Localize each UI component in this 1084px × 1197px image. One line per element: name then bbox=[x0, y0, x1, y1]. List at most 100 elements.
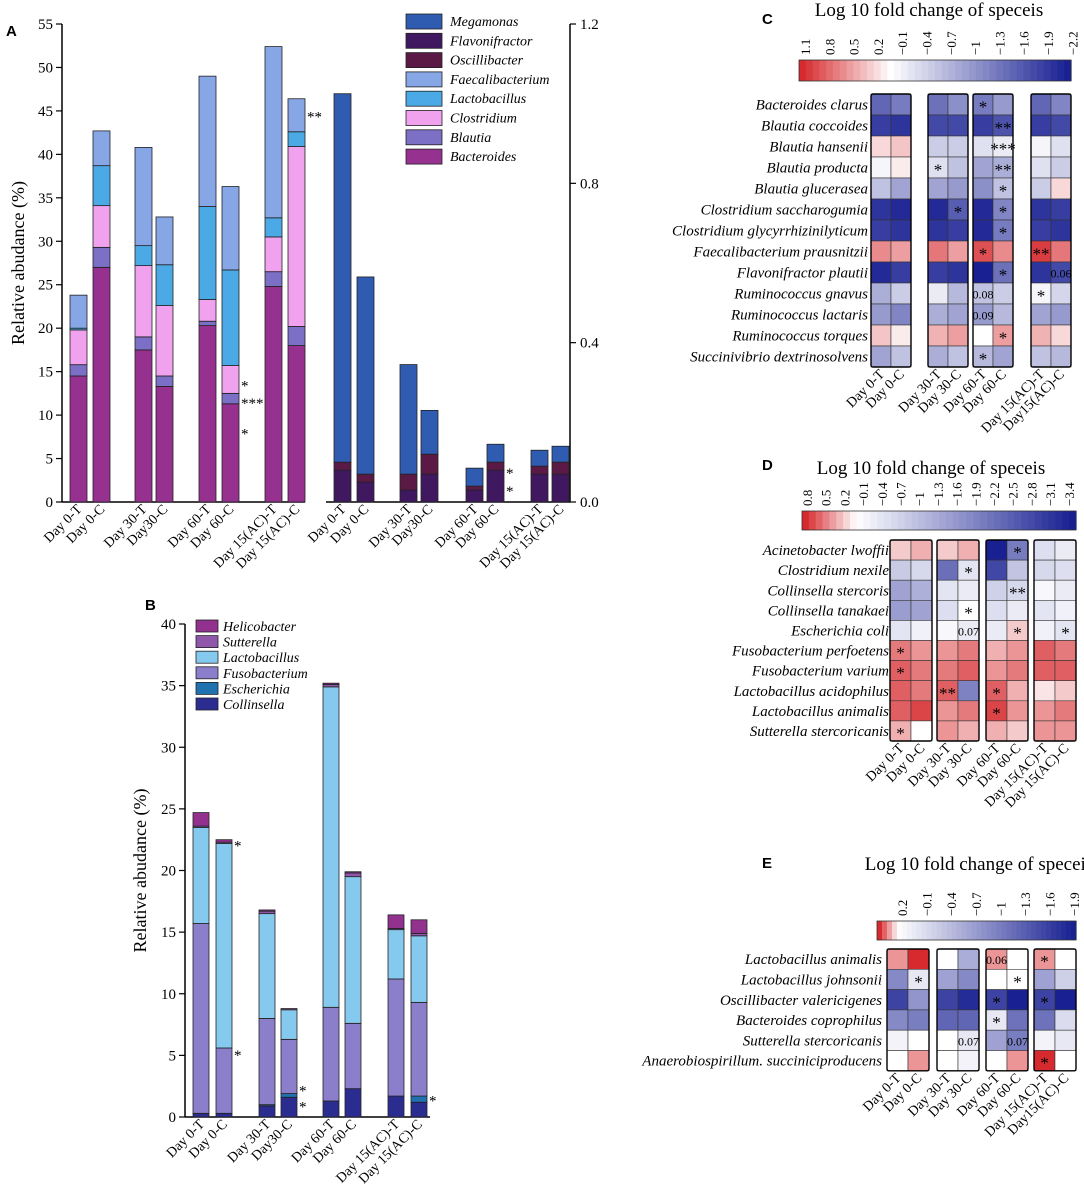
color-scale-segment bbox=[981, 921, 988, 940]
color-scale-segment bbox=[836, 511, 844, 530]
color-scale-segment bbox=[843, 511, 851, 530]
heatmap-cell bbox=[1054, 989, 1077, 1011]
heatmap-cell bbox=[957, 700, 980, 722]
bar-segment-collinsella bbox=[322, 1100, 340, 1118]
significance-marker: * bbox=[299, 1084, 307, 1100]
row-label: Ruminococcus gnavus bbox=[733, 287, 868, 303]
legend-label-collinsella: Collinsella bbox=[223, 698, 284, 713]
heatmap-cell bbox=[1033, 660, 1056, 681]
heatmap-cell bbox=[927, 240, 949, 263]
color-scale-segment bbox=[921, 60, 929, 81]
heatmap-cell bbox=[957, 660, 980, 681]
heatmap-cell bbox=[870, 345, 892, 368]
heatmap-cell bbox=[936, 1029, 959, 1051]
bar-segment-bacteroides bbox=[69, 375, 88, 503]
bar-segment-megamonas bbox=[465, 467, 484, 487]
color-scale-segment bbox=[1061, 921, 1067, 940]
heatmap-cell bbox=[1050, 114, 1072, 137]
color-scale-segment bbox=[1050, 60, 1058, 81]
color-scale-tick: −0.7 bbox=[969, 892, 984, 916]
y-tick-label: 25 bbox=[161, 802, 176, 818]
heatmap-cell bbox=[890, 324, 912, 347]
significance-marker: * bbox=[992, 1013, 1001, 1032]
heatmap-cell bbox=[1030, 324, 1052, 347]
color-scale-segment bbox=[867, 60, 875, 81]
bar-segment-lactobacillus bbox=[387, 929, 405, 980]
row-label: Succinivibrio dextrinosolvens bbox=[690, 350, 868, 366]
color-scale-segment bbox=[891, 511, 899, 530]
heatmap-cell bbox=[870, 303, 892, 326]
heatmap-cell bbox=[1030, 219, 1052, 242]
heatmap-cell bbox=[972, 261, 994, 284]
color-scale-segment bbox=[980, 511, 988, 530]
heatmap-cell bbox=[890, 177, 912, 200]
bar-segment-helicobacter bbox=[387, 914, 405, 929]
color-scale-segment bbox=[928, 60, 936, 81]
y-tick-label: 15 bbox=[161, 925, 176, 941]
color-scale-segment bbox=[1030, 60, 1038, 81]
heatmap-cell bbox=[936, 700, 959, 722]
heatmap-cell bbox=[927, 345, 949, 368]
significance-marker: ** bbox=[995, 161, 1012, 180]
heatmap-group-border bbox=[927, 93, 969, 368]
significance-marker: * bbox=[429, 1094, 437, 1110]
bar-segment-oscillibacter bbox=[333, 461, 352, 471]
heatmap-title: Log 10 fold change of speceis bbox=[817, 458, 1045, 479]
row-label: Collinsella tanakaei bbox=[768, 603, 889, 619]
heatmap-cell bbox=[1006, 680, 1029, 702]
color-scale-segment bbox=[1009, 60, 1018, 81]
heatmap-title: Log 10 fold change of speceis bbox=[865, 854, 1084, 875]
significance-marker: ** bbox=[1009, 583, 1026, 602]
heatmap-cell bbox=[886, 1009, 909, 1031]
y-tick-label: 45 bbox=[38, 104, 53, 120]
color-scale-segment bbox=[955, 60, 963, 81]
color-scale-segment bbox=[961, 921, 968, 940]
color-scale-segment bbox=[863, 511, 872, 530]
color-scale-segment bbox=[1007, 511, 1015, 530]
color-scale-segment bbox=[948, 60, 956, 81]
color-scale-segment bbox=[936, 921, 943, 940]
heatmap-cell bbox=[972, 219, 994, 242]
color-scale-segment bbox=[870, 511, 878, 530]
color-scale-segment bbox=[897, 511, 906, 530]
heatmap-cell bbox=[1033, 620, 1056, 641]
bar-segment-blautia bbox=[287, 326, 306, 346]
heatmap-cell bbox=[957, 640, 980, 661]
bar-segment-oscillibacter bbox=[356, 473, 375, 483]
heatmap-cell bbox=[890, 198, 912, 221]
row-label: Acinetobacter lwoffii bbox=[762, 543, 889, 559]
color-scale-segment bbox=[991, 921, 997, 940]
heatmap-cell bbox=[1050, 93, 1072, 116]
color-scale-segment bbox=[1021, 921, 1027, 940]
heatmap-cell bbox=[907, 989, 930, 1011]
color-scale-segment bbox=[1043, 60, 1052, 81]
heatmap-cell bbox=[985, 968, 1008, 990]
y-tick-label: 10 bbox=[38, 408, 53, 424]
heatmap-cell bbox=[936, 620, 959, 641]
heatmap-cell bbox=[1006, 720, 1029, 742]
color-scale-segment bbox=[935, 60, 943, 81]
legend-label-oscillibacter: Oscillibacter bbox=[450, 54, 524, 69]
bar-segment-bacteroides bbox=[198, 325, 217, 503]
heatmap-cell bbox=[927, 282, 949, 305]
heatmap-cell bbox=[1033, 700, 1056, 722]
heatmap-cell bbox=[907, 1009, 930, 1031]
heatmap-cell bbox=[947, 261, 969, 284]
legend-label-bacteroides: Bacteroides bbox=[450, 150, 517, 165]
color-scale-segment bbox=[853, 60, 861, 81]
color-scale-tick: −1.3 bbox=[931, 482, 946, 506]
heatmap-cell bbox=[957, 1009, 980, 1031]
heatmap-cell bbox=[1033, 1009, 1056, 1031]
significance-marker: 0.07 bbox=[958, 624, 979, 638]
bar-segment-lactobacillus bbox=[264, 217, 283, 238]
heatmap-cell bbox=[1030, 156, 1052, 179]
heatmap-cell bbox=[1050, 240, 1072, 263]
heatmap-cell bbox=[910, 579, 933, 601]
bar-segment-blautia bbox=[264, 271, 283, 287]
bar-segment-lactobacillus bbox=[344, 876, 362, 1024]
y-tick-label: 0 bbox=[46, 495, 54, 511]
row-label: Clostridium nexile bbox=[778, 563, 890, 579]
y-tick-label: 0 bbox=[169, 1110, 177, 1126]
bar-segment-megamonas bbox=[356, 276, 375, 475]
